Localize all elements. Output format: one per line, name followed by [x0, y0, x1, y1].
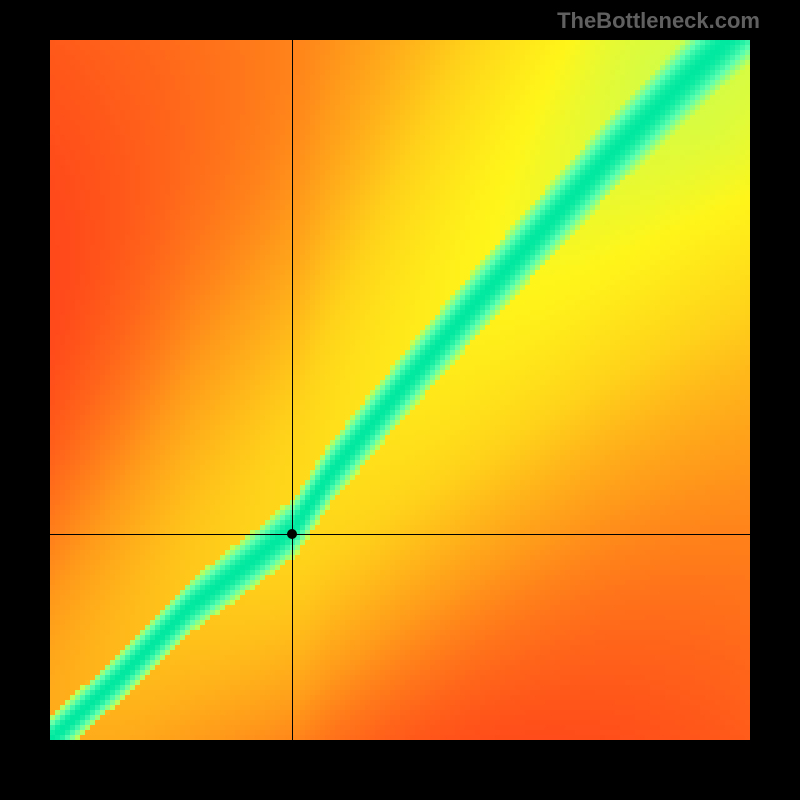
watermark-text: TheBottleneck.com [557, 8, 760, 34]
marker-dot [287, 529, 297, 539]
plot-area [50, 40, 750, 740]
crosshair-vertical [292, 40, 293, 740]
heatmap-canvas [50, 40, 750, 740]
crosshair-horizontal [50, 534, 750, 535]
